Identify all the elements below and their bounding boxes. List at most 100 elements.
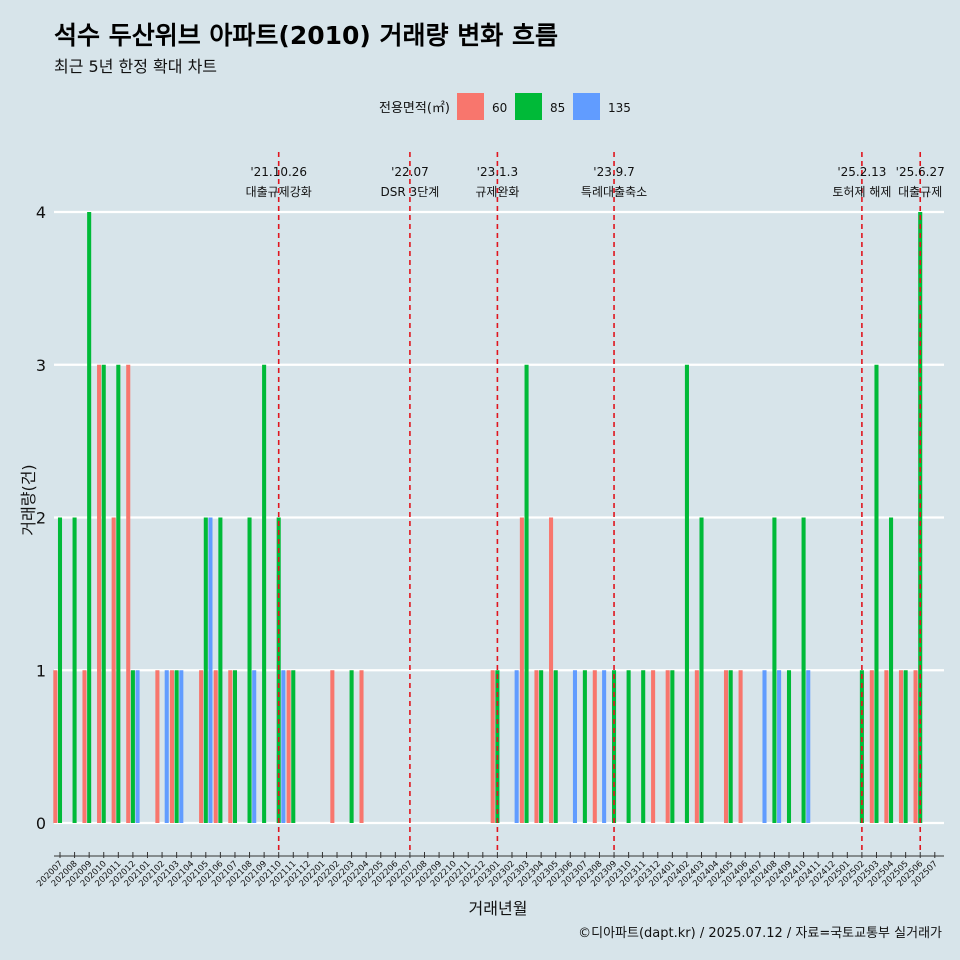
bar-85	[262, 364, 267, 823]
bar-85	[903, 670, 908, 823]
bar-85	[670, 670, 675, 823]
bar-135	[777, 670, 782, 823]
bar-135	[179, 670, 184, 823]
bar-60	[519, 517, 524, 823]
bar-85	[772, 517, 777, 823]
event-label: 토허제 해제	[832, 185, 891, 199]
bar-135	[514, 670, 519, 823]
bar-60	[126, 364, 131, 823]
bar-135	[164, 670, 169, 823]
y-tick-label: 2	[36, 509, 46, 528]
bar-60	[228, 670, 233, 823]
y-tick-label: 0	[36, 814, 46, 833]
event-date: '23.1.3	[477, 165, 518, 179]
bar-60	[665, 670, 670, 823]
bar-85	[87, 212, 92, 823]
event-label: 규제완화	[475, 185, 519, 199]
bar-60	[694, 670, 699, 823]
bar-85	[918, 212, 923, 823]
bar-85	[684, 364, 689, 823]
bar-60	[53, 670, 58, 823]
bar-60	[155, 670, 160, 823]
bar-85	[247, 517, 252, 823]
legend-label: 85	[550, 101, 565, 115]
bar-60	[490, 670, 495, 823]
bar-85	[130, 670, 135, 823]
bar-60	[82, 670, 87, 823]
bar-60	[359, 670, 364, 823]
bar-135	[762, 670, 767, 823]
bar-85	[582, 670, 587, 823]
bar-85	[874, 364, 879, 823]
bar-85	[626, 670, 631, 823]
bar-60	[592, 670, 597, 823]
bar-85	[218, 517, 223, 823]
y-tick-label: 3	[36, 356, 46, 375]
bar-60	[199, 670, 204, 823]
source-credit: ©디아파트(dapt.kr) / 2025.07.12 / 자료=국토교통부 실…	[578, 926, 942, 941]
bar-60	[723, 670, 729, 823]
bar-85	[57, 517, 63, 823]
bar-85	[116, 364, 121, 823]
chart-subtitle: 최근 5년 한정 확대 차트	[54, 57, 218, 76]
y-tick-label: 4	[36, 203, 46, 222]
bar-60	[738, 670, 743, 823]
legend-label: 60	[492, 101, 507, 115]
bar-85	[786, 670, 792, 823]
y-tick-label: 1	[36, 661, 46, 680]
bar-60	[534, 670, 539, 823]
bar-60	[286, 670, 291, 823]
bar-60	[97, 364, 102, 823]
bar-85	[801, 517, 806, 823]
bar-60	[111, 517, 116, 823]
bar-60	[884, 670, 889, 823]
bar-85	[203, 517, 208, 823]
bar-60	[651, 670, 656, 823]
bar-85	[553, 670, 558, 823]
event-label: 특례대출축소	[581, 185, 647, 199]
bar-85	[349, 670, 354, 823]
bar-60	[169, 670, 175, 823]
bar-135	[208, 517, 213, 823]
event-date: '21.10.26	[250, 165, 307, 179]
bar-85	[101, 364, 106, 823]
legend-swatch-60	[457, 93, 484, 120]
bar-85	[699, 517, 704, 823]
event-date: '23.9.7	[593, 165, 634, 179]
bar-85	[539, 670, 544, 823]
bar-60	[898, 670, 904, 823]
bar-60	[913, 670, 918, 823]
bar-85	[641, 670, 646, 823]
x-axis-title: 거래년월	[469, 899, 528, 918]
event-label: 대출규제	[898, 185, 942, 199]
legend-swatch-85	[515, 93, 542, 120]
legend-title: 전용면적(㎡)	[379, 101, 450, 116]
bar-85	[174, 670, 179, 823]
bar-85	[232, 670, 237, 823]
bar-135	[281, 670, 286, 823]
bar-60	[213, 670, 218, 823]
bar-85	[72, 517, 77, 823]
bar-85	[889, 517, 894, 823]
bar-135	[602, 670, 607, 823]
event-label: DSR 3단계	[381, 185, 440, 199]
event-label: 대출규제강화	[246, 185, 312, 199]
event-date: '22.07	[391, 165, 429, 179]
legend-label: 135	[608, 101, 631, 115]
bar-135	[572, 670, 577, 823]
chart-title: 석수 두산위브 아파트(2010) 거래량 변화 흐름	[54, 21, 558, 50]
bar-85	[276, 517, 281, 823]
event-date: '25.2.13	[837, 165, 886, 179]
bar-60	[549, 517, 554, 823]
bar-85	[728, 670, 733, 823]
bar-135	[252, 670, 257, 823]
bar-135	[806, 670, 811, 823]
bar-85	[524, 364, 529, 823]
y-axis-title: 거래량(건)	[19, 464, 38, 535]
bar-60	[330, 670, 335, 823]
bar-85	[291, 670, 296, 823]
bar-135	[135, 670, 140, 823]
legend-swatch-135	[573, 93, 600, 120]
event-date: '25.6.27	[896, 165, 945, 179]
